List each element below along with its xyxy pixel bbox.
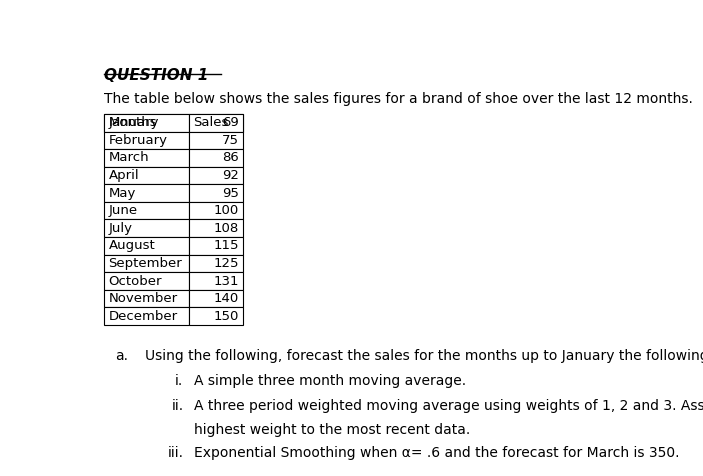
Bar xyxy=(188,237,243,255)
Text: June: June xyxy=(108,204,138,217)
Text: 108: 108 xyxy=(214,222,239,235)
Text: A three period weighted moving average using weights of 1, 2 and 3. Assign the: A three period weighted moving average u… xyxy=(194,399,703,413)
Bar xyxy=(104,131,188,149)
Bar xyxy=(188,272,243,290)
Text: 69: 69 xyxy=(222,116,239,129)
Text: QUESTION 1: QUESTION 1 xyxy=(104,68,209,83)
Text: September: September xyxy=(108,257,182,270)
Text: ii.: ii. xyxy=(172,399,184,413)
Bar xyxy=(188,167,243,184)
Text: 75: 75 xyxy=(221,134,239,147)
Bar xyxy=(104,114,188,131)
Bar xyxy=(104,237,188,255)
Text: a.: a. xyxy=(115,349,128,363)
Text: 100: 100 xyxy=(214,204,239,217)
Text: Exponential Smoothing when α= .6 and the forecast for March is 350.: Exponential Smoothing when α= .6 and the… xyxy=(194,446,680,459)
Text: i.: i. xyxy=(175,374,183,388)
Bar xyxy=(104,255,188,272)
Text: 125: 125 xyxy=(213,257,239,270)
Bar xyxy=(188,290,243,307)
Text: 131: 131 xyxy=(213,275,239,288)
Text: iii.: iii. xyxy=(168,446,184,459)
Text: August: August xyxy=(108,239,155,252)
Bar xyxy=(188,255,243,272)
Bar xyxy=(104,202,188,219)
Text: 95: 95 xyxy=(222,187,239,199)
Text: December: December xyxy=(108,310,178,323)
Text: 140: 140 xyxy=(214,292,239,305)
Bar xyxy=(188,114,243,131)
Text: March: March xyxy=(108,151,149,164)
Text: July: July xyxy=(108,222,133,235)
Bar xyxy=(188,149,243,167)
Text: January: January xyxy=(108,116,159,129)
Bar xyxy=(188,307,243,325)
Text: 150: 150 xyxy=(214,310,239,323)
Text: November: November xyxy=(108,292,178,305)
Bar xyxy=(188,184,243,202)
Text: Using the following, forecast the sales for the months up to January the followi: Using the following, forecast the sales … xyxy=(145,349,703,363)
Bar xyxy=(188,202,243,219)
Bar xyxy=(104,307,188,325)
Bar xyxy=(104,184,188,202)
Text: Sales: Sales xyxy=(193,116,228,129)
Text: Months: Months xyxy=(108,116,157,129)
Bar xyxy=(104,149,188,167)
Bar xyxy=(104,290,188,307)
Text: October: October xyxy=(108,275,162,288)
Text: 92: 92 xyxy=(222,169,239,182)
Text: February: February xyxy=(108,134,167,147)
Text: highest weight to the most recent data.: highest weight to the most recent data. xyxy=(194,423,470,436)
Text: The table below shows the sales figures for a brand of shoe over the last 12 mon: The table below shows the sales figures … xyxy=(104,92,693,106)
Bar xyxy=(188,114,243,131)
Bar xyxy=(104,219,188,237)
Bar xyxy=(104,272,188,290)
Text: 115: 115 xyxy=(213,239,239,252)
Text: 86: 86 xyxy=(222,151,239,164)
Bar xyxy=(104,167,188,184)
Text: May: May xyxy=(108,187,136,199)
Text: April: April xyxy=(108,169,139,182)
Bar xyxy=(188,131,243,149)
Text: A simple three month moving average.: A simple three month moving average. xyxy=(194,374,466,388)
Bar xyxy=(188,219,243,237)
Bar xyxy=(104,114,188,131)
